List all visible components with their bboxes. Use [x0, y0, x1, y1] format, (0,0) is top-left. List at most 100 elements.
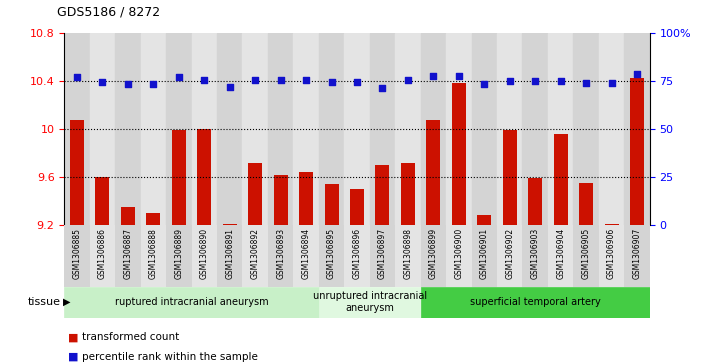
Text: GSM1306891: GSM1306891	[225, 228, 234, 279]
Bar	[70, 121, 84, 225]
Bar	[223, 224, 237, 225]
Text: GSM1306907: GSM1306907	[633, 228, 641, 280]
Bar	[477, 216, 491, 225]
Text: unruptured intracranial
aneurysm: unruptured intracranial aneurysm	[313, 291, 427, 313]
Text: GSM1306888: GSM1306888	[149, 228, 158, 279]
Text: GSM1306900: GSM1306900	[454, 228, 463, 280]
Text: GSM1306896: GSM1306896	[353, 228, 361, 279]
Text: GSM1306905: GSM1306905	[582, 228, 590, 280]
Text: GSM1306899: GSM1306899	[429, 228, 438, 279]
Bar	[243, 33, 268, 225]
Bar	[64, 33, 90, 225]
Bar	[376, 165, 389, 225]
Bar	[528, 178, 542, 225]
Point	[428, 73, 439, 79]
Bar	[497, 33, 523, 225]
Bar	[344, 33, 370, 225]
Text: GSM1306897: GSM1306897	[378, 228, 387, 279]
Bar	[370, 33, 395, 225]
Bar	[141, 225, 166, 287]
Point	[326, 79, 337, 85]
Text: GSM1306906: GSM1306906	[607, 228, 616, 280]
Bar	[293, 225, 319, 287]
Point	[71, 74, 83, 80]
Bar	[497, 225, 523, 287]
Bar	[141, 33, 166, 225]
Bar	[217, 33, 243, 225]
Text: GSM1306898: GSM1306898	[403, 228, 413, 279]
Bar	[523, 225, 548, 287]
Text: GSM1306904: GSM1306904	[556, 228, 565, 280]
Text: GSM1306901: GSM1306901	[480, 228, 489, 279]
Bar	[624, 225, 650, 287]
Text: ▶: ▶	[63, 297, 71, 307]
Bar	[121, 207, 135, 225]
Bar	[293, 33, 319, 225]
Bar	[421, 287, 650, 318]
Text: GSM1306887: GSM1306887	[124, 228, 132, 279]
Bar	[471, 33, 497, 225]
Bar	[344, 225, 370, 287]
Bar	[319, 287, 421, 318]
Bar	[191, 33, 217, 225]
Bar	[90, 225, 115, 287]
Point	[173, 74, 184, 80]
Point	[478, 81, 490, 87]
Text: percentile rank within the sample: percentile rank within the sample	[82, 352, 258, 362]
Bar	[299, 172, 313, 225]
Point	[504, 78, 516, 84]
Bar	[166, 33, 191, 225]
Point	[198, 77, 210, 82]
Bar	[579, 183, 593, 225]
Bar	[172, 130, 186, 225]
Bar	[624, 33, 650, 225]
Point	[453, 73, 465, 79]
Bar	[605, 224, 618, 225]
Point	[530, 78, 541, 84]
Bar	[523, 33, 548, 225]
Bar	[319, 225, 344, 287]
Point	[148, 81, 159, 87]
Point	[249, 77, 261, 82]
Bar	[573, 225, 599, 287]
Bar	[421, 225, 446, 287]
Bar	[573, 33, 599, 225]
Bar	[426, 121, 441, 225]
Text: GSM1306890: GSM1306890	[200, 228, 208, 279]
Bar	[446, 225, 471, 287]
Bar	[350, 189, 364, 225]
Bar	[243, 225, 268, 287]
Bar	[548, 33, 573, 225]
Text: GSM1306903: GSM1306903	[531, 228, 540, 280]
Text: ■: ■	[68, 332, 79, 342]
Text: GSM1306889: GSM1306889	[174, 228, 183, 279]
Text: GSM1306894: GSM1306894	[301, 228, 311, 279]
Bar	[421, 33, 446, 225]
Point	[580, 80, 592, 86]
Bar	[268, 33, 293, 225]
Point	[606, 80, 618, 86]
Point	[275, 77, 286, 82]
Bar	[146, 213, 161, 225]
Text: GDS5186 / 8272: GDS5186 / 8272	[57, 5, 160, 18]
Bar	[64, 287, 319, 318]
Text: GSM1306892: GSM1306892	[251, 228, 260, 279]
Point	[402, 77, 413, 82]
Bar	[166, 225, 191, 287]
Bar	[548, 225, 573, 287]
Bar	[395, 33, 421, 225]
Text: ■: ■	[68, 352, 79, 362]
Bar	[96, 177, 109, 225]
Bar	[268, 225, 293, 287]
Bar	[599, 225, 624, 287]
Bar	[115, 33, 141, 225]
Text: GSM1306902: GSM1306902	[506, 228, 514, 279]
Text: superficial temporal artery: superficial temporal artery	[470, 297, 600, 307]
Bar	[370, 225, 395, 287]
Bar	[197, 129, 211, 225]
Bar	[401, 163, 415, 225]
Bar	[599, 33, 624, 225]
Bar	[503, 130, 517, 225]
Point	[631, 71, 643, 77]
Point	[96, 79, 108, 85]
